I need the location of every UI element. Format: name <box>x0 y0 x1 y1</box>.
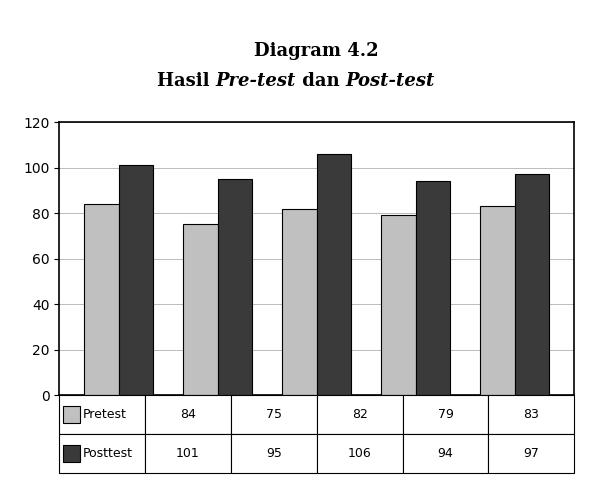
Text: 101: 101 <box>176 447 200 460</box>
Bar <box>231 434 317 473</box>
Text: Pretest: Pretest <box>82 408 126 421</box>
Bar <box>59 434 145 473</box>
Text: 97: 97 <box>523 447 539 460</box>
Text: 106: 106 <box>348 447 372 460</box>
Text: Diagram 4.2: Diagram 4.2 <box>255 42 379 60</box>
Bar <box>403 434 488 473</box>
Bar <box>488 434 574 473</box>
Text: dan: dan <box>296 72 346 89</box>
Text: Pre-test: Pre-test <box>215 72 296 89</box>
Bar <box>317 434 403 473</box>
Bar <box>145 395 231 434</box>
Text: 82: 82 <box>352 408 368 421</box>
Bar <box>183 224 218 395</box>
Bar <box>488 395 574 434</box>
Text: 94: 94 <box>437 447 453 460</box>
Bar <box>282 208 317 395</box>
Text: Post-test: Post-test <box>346 72 435 89</box>
Bar <box>59 395 145 434</box>
Bar <box>63 445 80 463</box>
Text: Hasil: Hasil <box>157 72 215 89</box>
Bar <box>515 174 549 395</box>
Bar <box>145 434 231 473</box>
Bar <box>84 204 118 395</box>
Bar <box>416 181 451 395</box>
Bar <box>480 206 515 395</box>
Text: 84: 84 <box>180 408 196 421</box>
Bar <box>231 395 317 434</box>
Text: 95: 95 <box>266 447 282 460</box>
Bar <box>63 406 80 424</box>
Text: 79: 79 <box>437 408 453 421</box>
Bar <box>317 154 352 395</box>
Bar <box>403 395 488 434</box>
Text: Posttest: Posttest <box>82 447 133 460</box>
Bar <box>317 395 403 434</box>
Text: 75: 75 <box>266 408 282 421</box>
Bar <box>381 215 416 395</box>
Bar <box>218 179 252 395</box>
Text: 83: 83 <box>523 408 539 421</box>
Bar <box>118 165 153 395</box>
